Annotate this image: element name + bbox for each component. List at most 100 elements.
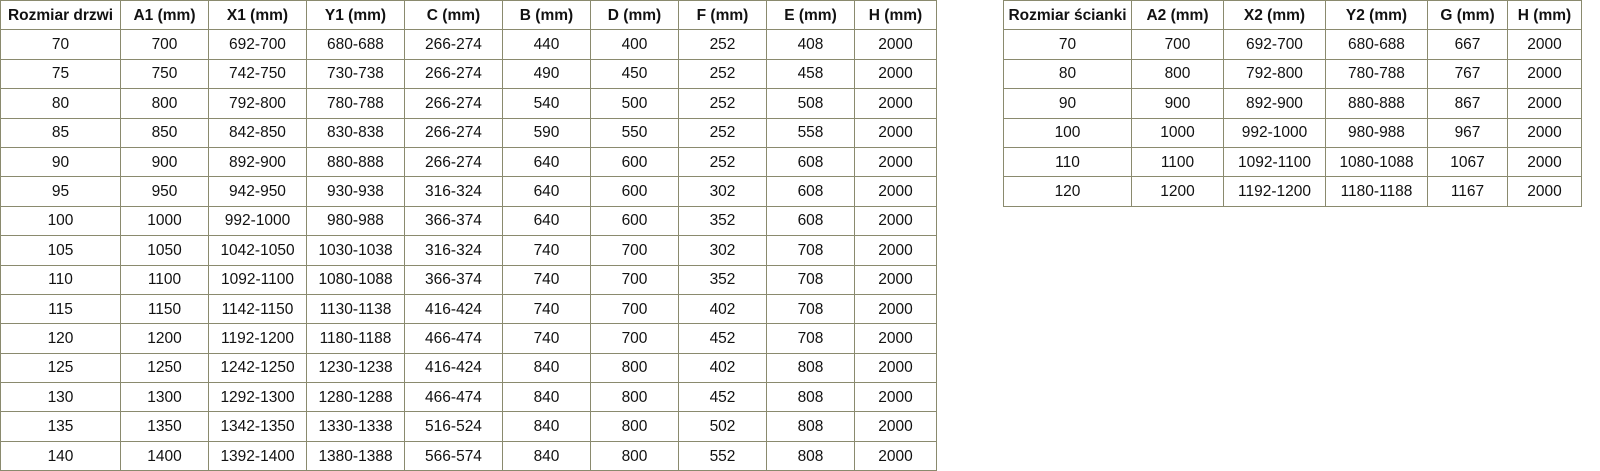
column-header-5: H (mm) xyxy=(1507,0,1582,31)
cell-r1-c8: 458 xyxy=(766,58,855,90)
cell-r4-c7: 252 xyxy=(678,146,767,178)
cell-r6-c5: 640 xyxy=(502,205,591,237)
cell-r11-c8: 808 xyxy=(766,352,855,384)
cell-r4-c0: 90 xyxy=(0,146,121,178)
cell-r6-c6: 600 xyxy=(590,205,679,237)
cell-r4-c9: 2000 xyxy=(854,146,937,178)
cell-r7-c8: 708 xyxy=(766,235,855,266)
cell-r0-c1: 700 xyxy=(1131,29,1224,60)
cell-r0-c2: 692-700 xyxy=(1223,29,1326,60)
cell-r12-c2: 1292-1300 xyxy=(208,382,307,413)
cell-r9-c8: 708 xyxy=(766,293,855,325)
cell-r2-c7: 252 xyxy=(678,88,767,119)
cell-r4-c6: 600 xyxy=(590,146,679,178)
cell-r14-c8: 808 xyxy=(766,440,855,471)
cell-r2-c4: 867 xyxy=(1427,88,1508,119)
cell-r0-c2: 692-700 xyxy=(208,29,307,60)
cell-r4-c5: 2000 xyxy=(1507,146,1582,178)
cell-r3-c4: 967 xyxy=(1427,117,1508,148)
cell-r14-c4: 566-574 xyxy=(404,440,503,471)
cell-r4-c1: 900 xyxy=(120,146,209,178)
table-row: 85 850 842-850 830-838 266-274 590 550 252 558 20… xyxy=(0,117,937,148)
cell-r9-c2: 1142-1150 xyxy=(208,293,307,325)
cell-r14-c9: 2000 xyxy=(854,440,937,471)
cell-r11-c2: 1242-1250 xyxy=(208,352,307,384)
table-row: 120 1200 1192-1200 1180-1188 1167 2000 xyxy=(1003,176,1582,207)
cell-r11-c0: 125 xyxy=(0,352,121,384)
cell-r6-c1: 1000 xyxy=(120,205,209,237)
cell-r3-c2: 992-1000 xyxy=(1223,117,1326,148)
cell-r0-c5: 440 xyxy=(502,29,591,60)
table-row: 95 950 942-950 930-938 316-324 640 600 302 608 20… xyxy=(0,176,937,207)
cell-r3-c0: 100 xyxy=(1003,117,1132,148)
cell-r7-c5: 740 xyxy=(502,235,591,266)
cell-r14-c6: 800 xyxy=(590,440,679,471)
table-row: 90 900 892-900 880-888 266-274 640 600 252 608 20… xyxy=(0,146,937,178)
cell-r11-c4: 416-424 xyxy=(404,352,503,384)
cell-r7-c2: 1042-1050 xyxy=(208,235,307,266)
cell-r10-c0: 120 xyxy=(0,323,121,354)
table-row: 135 1350 1342-1350 1330-1338 516-524 840 800 50… xyxy=(0,411,937,442)
cell-r10-c6: 700 xyxy=(590,323,679,354)
cell-r2-c6: 500 xyxy=(590,88,679,119)
column-header-6: D (mm) xyxy=(590,0,679,31)
cell-r5-c4: 316-324 xyxy=(404,176,503,207)
table-row: 90 900 892-900 880-888 867 2000 xyxy=(1003,88,1582,119)
cell-r3-c5: 2000 xyxy=(1507,117,1582,148)
cell-r4-c8: 608 xyxy=(766,146,855,178)
cell-r14-c0: 140 xyxy=(0,440,121,471)
cell-r12-c7: 452 xyxy=(678,382,767,413)
cell-r14-c3: 1380-1388 xyxy=(306,440,405,471)
cell-r7-c0: 105 xyxy=(0,235,121,266)
cell-r3-c3: 830-838 xyxy=(306,117,405,148)
door-table-body: 70 700 692-700 680-688 266-274 440 400 252 408 20… xyxy=(0,29,937,471)
column-header-8: E (mm) xyxy=(766,0,855,31)
cell-r9-c4: 416-424 xyxy=(404,293,503,325)
cell-r3-c8: 558 xyxy=(766,117,855,148)
cell-r8-c0: 110 xyxy=(0,264,121,295)
cell-r5-c6: 600 xyxy=(590,176,679,207)
cell-r9-c0: 115 xyxy=(0,293,121,325)
cell-r2-c8: 508 xyxy=(766,88,855,119)
cell-r5-c4: 1167 xyxy=(1427,176,1508,207)
table-row: 100 1000 992-1000 980-988 366-374 640 600 352 60… xyxy=(0,205,937,237)
cell-r12-c3: 1280-1288 xyxy=(306,382,405,413)
panel-table-head: Rozmiar ścianki A2 (mm) X2 (mm) Y2 (mm) G (m… xyxy=(1003,0,1582,31)
column-header-5: B (mm) xyxy=(502,0,591,31)
cell-r5-c5: 2000 xyxy=(1507,176,1582,207)
cell-r6-c8: 608 xyxy=(766,205,855,237)
cell-r5-c0: 120 xyxy=(1003,176,1132,207)
table-row: 110 1100 1092-1100 1080-1088 366-374 740 700 35… xyxy=(0,264,937,295)
cell-r4-c0: 110 xyxy=(1003,146,1132,178)
cell-r2-c1: 900 xyxy=(1131,88,1224,119)
cell-r0-c0: 70 xyxy=(0,29,121,60)
table-row: 70 700 692-700 680-688 266-274 440 400 252 408 20… xyxy=(0,29,937,60)
cell-r2-c4: 266-274 xyxy=(404,88,503,119)
cell-r4-c3: 1080-1088 xyxy=(1325,146,1428,178)
cell-r0-c5: 2000 xyxy=(1507,29,1582,60)
table-row: 70 700 692-700 680-688 667 2000 xyxy=(1003,29,1582,60)
cell-r12-c5: 840 xyxy=(502,382,591,413)
cell-r1-c2: 792-800 xyxy=(1223,58,1326,90)
cell-r3-c7: 252 xyxy=(678,117,767,148)
cell-r5-c1: 1200 xyxy=(1131,176,1224,207)
cell-r0-c8: 408 xyxy=(766,29,855,60)
cell-r1-c5: 490 xyxy=(502,58,591,90)
cell-r5-c9: 2000 xyxy=(854,176,937,207)
cell-r8-c3: 1080-1088 xyxy=(306,264,405,295)
cell-r1-c1: 800 xyxy=(1131,58,1224,90)
cell-r1-c4: 266-274 xyxy=(404,58,503,90)
cell-r13-c5: 840 xyxy=(502,411,591,442)
cell-r9-c7: 402 xyxy=(678,293,767,325)
cell-r8-c5: 740 xyxy=(502,264,591,295)
cell-r1-c5: 2000 xyxy=(1507,58,1582,90)
cell-r11-c1: 1250 xyxy=(120,352,209,384)
cell-r5-c2: 942-950 xyxy=(208,176,307,207)
cell-r7-c3: 1030-1038 xyxy=(306,235,405,266)
cell-r3-c1: 850 xyxy=(120,117,209,148)
cell-r1-c6: 450 xyxy=(590,58,679,90)
cell-r3-c9: 2000 xyxy=(854,117,937,148)
cell-r7-c1: 1050 xyxy=(120,235,209,266)
cell-r0-c7: 252 xyxy=(678,29,767,60)
